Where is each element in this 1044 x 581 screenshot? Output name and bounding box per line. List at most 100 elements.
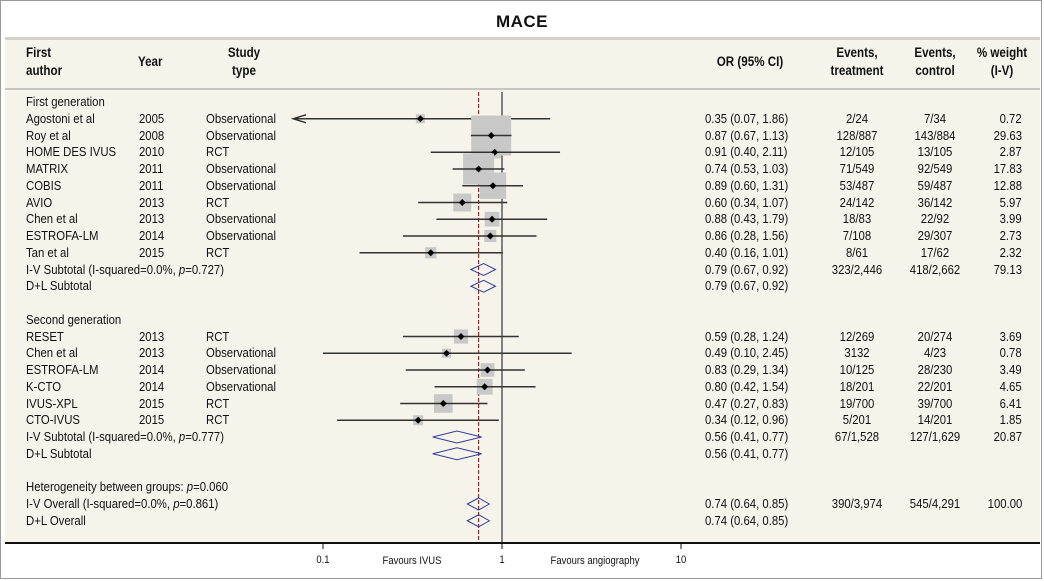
events-treatment: 8/61	[845, 245, 869, 260]
point-estimate-marker	[489, 182, 497, 190]
study-type: RCT	[206, 412, 230, 427]
study-author: K-CTO	[26, 379, 62, 394]
events-control: 39/700	[917, 396, 953, 411]
weight-value: 0.78	[999, 345, 1022, 360]
point-estimate-marker	[457, 333, 465, 340]
or-ci-value: 0.86 (0.28, 1.56)	[705, 228, 789, 243]
weight-value: 3.69	[999, 329, 1022, 344]
heterogeneity-note: Heterogeneity between groups: p=0.060	[26, 479, 228, 495]
point-estimate-marker	[439, 400, 447, 407]
header-or: OR (95% CI)	[716, 54, 784, 69]
study-year: 2013	[139, 345, 165, 360]
or-ci-value: 0.40 (0.16, 1.01)	[705, 245, 789, 260]
or-ci-value: 0.80 (0.42, 1.54)	[705, 379, 789, 394]
or-ci-value: 0.74 (0.64, 0.85)	[705, 496, 789, 511]
events-treatment: 390/3,974	[831, 496, 883, 511]
pooled-estimate-diamond	[432, 430, 482, 444]
pooled-estimate-diamond	[466, 497, 491, 511]
weight-value: 2.73	[999, 228, 1022, 243]
header-author-line1: First	[26, 45, 52, 60]
study-year: 2014	[139, 379, 165, 394]
study-author: Chen et al	[26, 211, 78, 226]
or-ci-value: 0.60 (0.34, 1.07)	[705, 195, 789, 210]
weight-value: 2.87	[999, 144, 1022, 159]
p-value: =0.777)	[185, 429, 224, 444]
events-control: 22/92	[920, 211, 950, 226]
header-type-line1: Study	[227, 45, 261, 60]
x-tick-label-1: 1	[499, 554, 505, 566]
study-author: HOME DES IVUS	[26, 144, 117, 159]
table-panel	[5, 37, 1040, 543]
events-control: 36/142	[917, 195, 953, 210]
events-control: 418/2,662	[909, 262, 961, 277]
or-ci-value: 0.59 (0.28, 1.24)	[705, 329, 789, 344]
p-value: =0.727)	[185, 262, 224, 277]
weight-value: 4.65	[999, 379, 1022, 394]
study-type: RCT	[206, 245, 230, 260]
header-events-treatment-line1: Events,	[836, 45, 878, 60]
point-estimate-marker	[484, 366, 492, 374]
header-weight-line1: % weight	[976, 45, 1028, 60]
point-estimate-marker	[414, 416, 422, 424]
overall-label: I-V Overall (I-squared=0.0%, p=0.861)	[26, 496, 218, 512]
header-separator	[5, 88, 1040, 90]
weight-value: 79.13	[993, 262, 1022, 277]
subtotal-label: I-V Subtotal (I-squared=0.0%, p=0.777)	[26, 429, 224, 445]
study-author: Tan et al	[26, 245, 69, 260]
or-ci-value: 0.87 (0.67, 1.13)	[705, 128, 789, 143]
weight-value: 3.99	[999, 211, 1022, 226]
label-text: Heterogeneity between groups:	[26, 479, 187, 494]
events-control: 4/23	[923, 345, 947, 360]
study-year: 2011	[139, 161, 164, 176]
label-text: I-V Overall (I-squared=0.0%,	[26, 496, 174, 511]
point-estimate-marker	[481, 383, 489, 391]
subtotal-label: D+L Subtotal	[26, 278, 92, 293]
study-type: Observational	[206, 228, 276, 243]
point-estimate-marker	[486, 232, 494, 240]
weight-value: 0.72	[999, 111, 1022, 126]
events-treatment: 2/24	[845, 111, 869, 126]
study-type: RCT	[206, 144, 230, 159]
events-control: 13/105	[917, 144, 953, 159]
events-treatment: 128/887	[836, 128, 878, 143]
x-axis-line	[5, 542, 1040, 544]
study-type: Observational	[206, 362, 276, 377]
chart-title: MACE	[495, 12, 549, 31]
p-value: =0.060	[193, 479, 229, 494]
pooled-estimate-diamond	[469, 279, 497, 293]
events-treatment: 323/2,446	[831, 262, 883, 277]
weight-value: 17.83	[993, 161, 1022, 176]
events-treatment: 3132	[844, 345, 870, 360]
study-type: Observational	[206, 111, 276, 126]
study-author: MATRIX	[26, 161, 69, 176]
or-ci-value: 0.49 (0.10, 2.45)	[705, 345, 789, 360]
weight-value: 2.32	[999, 245, 1022, 260]
point-estimate-marker	[416, 115, 424, 123]
weight-value: 1.85	[999, 412, 1022, 427]
study-type: Observational	[206, 379, 276, 394]
point-estimate-marker	[487, 132, 495, 139]
weight-value: 6.41	[999, 396, 1022, 411]
point-estimate-marker	[458, 199, 466, 206]
study-author: Chen et al	[26, 345, 78, 360]
pooled-estimate-diamond	[466, 514, 491, 528]
point-estimate-marker	[488, 215, 496, 223]
events-treatment: 12/105	[839, 144, 875, 159]
study-type: RCT	[206, 329, 230, 344]
study-year: 2013	[139, 195, 165, 210]
header-events-treatment-line2: treatment	[830, 63, 884, 78]
events-treatment: 67/1,528	[834, 429, 880, 444]
events-treatment: 18/201	[839, 379, 875, 394]
weight-value: 3.49	[999, 362, 1022, 377]
study-type: Observational	[206, 161, 276, 176]
events-control: 28/230	[917, 362, 953, 377]
or-ci-value: 0.91 (0.40, 2.11)	[705, 144, 788, 159]
weight-value: 29.63	[993, 128, 1022, 143]
or-ci-value: 0.56 (0.41, 0.77)	[705, 429, 789, 444]
study-type: Observational	[206, 345, 276, 360]
x-label-favours-angiography: Favours angiography	[550, 555, 640, 567]
pooled-estimate-diamond	[469, 262, 497, 277]
events-control: 17/62	[920, 245, 950, 260]
or-ci-value: 0.35 (0.07, 1.86)	[705, 111, 789, 126]
